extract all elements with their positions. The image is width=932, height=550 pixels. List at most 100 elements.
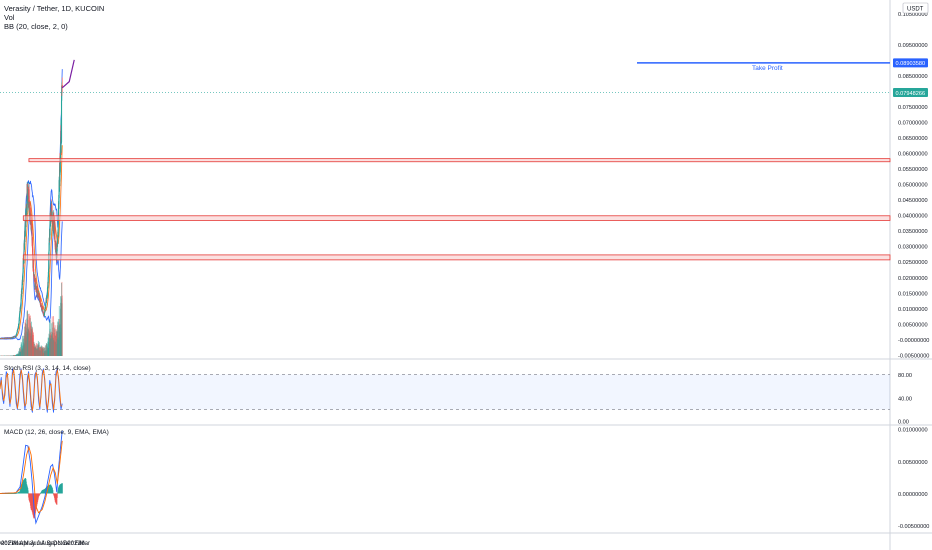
candle-body (42, 311, 44, 313)
candle-body (24, 218, 26, 237)
price-tick-label: 0.03000000 (898, 245, 928, 251)
time-tick-label: Jul (37, 541, 45, 547)
price-tick-label: 0.07000000 (898, 121, 928, 127)
price-tick-label: 0.06500000 (898, 136, 928, 142)
time-tick-label: Dec (63, 541, 74, 547)
candle-body (29, 202, 31, 212)
candle-body (15, 335, 17, 337)
candle-body (54, 222, 56, 237)
time-tick-label: May (24, 541, 35, 547)
projection-line (61, 59, 75, 89)
candle-body (9, 338, 11, 339)
candle-body (57, 208, 59, 220)
stoch-d-line (0, 369, 63, 412)
time-tick-label: Apr (19, 541, 28, 547)
price-panel[interactable]: Take Profit (0, 59, 891, 356)
candle-body (43, 312, 45, 316)
candle-body (39, 301, 41, 305)
candle-body (54, 236, 56, 241)
take-profit-price-badge (893, 58, 928, 68)
time-tick-label: Oct (53, 541, 63, 547)
macd-histogram-bar (56, 493, 58, 498)
time-tick-label: Jun (30, 541, 40, 547)
candle-body (22, 275, 24, 282)
time-tick-label: Aug (41, 541, 52, 547)
price-tick-label: -0.00000000 (898, 338, 929, 344)
candle-body (20, 306, 22, 309)
candle-body (32, 258, 34, 268)
price-tick-label: 0.00500000 (898, 322, 928, 328)
candle-body (42, 307, 44, 313)
candle-body (20, 305, 22, 307)
macd-legend: MACD (12, 26, close, 9, EMA, EMA) (4, 429, 109, 436)
last-price-badge (893, 88, 928, 98)
candle-body (45, 297, 47, 303)
candle-body (3, 338, 5, 340)
candle-body (5, 337, 7, 339)
time-tick-label: Feb (8, 541, 19, 547)
candle-body (33, 274, 35, 276)
time-tick-label: Mar (13, 541, 23, 547)
currency-badge (902, 2, 929, 14)
candle-body (10, 337, 12, 339)
candle-body (47, 277, 49, 284)
take-profit-annotation: Take Profit (752, 65, 783, 72)
macd-histogram-bar (52, 490, 54, 494)
candle-body (26, 207, 28, 215)
candle-body (60, 100, 63, 143)
candle-body (45, 301, 47, 305)
time-tick-label: Dec (0, 541, 7, 547)
candle-body (14, 336, 17, 338)
price-tick-label: 0.08500000 (898, 74, 928, 80)
symbol-title: Verasity / Tether, 1D, KUCOIN (4, 4, 104, 13)
candle-body (9, 338, 11, 340)
candle-body (48, 242, 50, 252)
price-tick-label: 0.10500000 (898, 12, 928, 18)
price-tick-label: 0.02000000 (898, 276, 928, 282)
candle-body (44, 311, 46, 313)
macd-tick-label: 0.00000000 (898, 492, 928, 498)
candle-body (45, 304, 47, 308)
candle-body (21, 288, 23, 295)
candle-body (31, 237, 33, 248)
stoch-band-fill (0, 374, 890, 410)
time-tick-label: Nov (58, 541, 69, 547)
sr-zone-2 (22, 215, 891, 221)
price-tick-label: 0.03500000 (898, 229, 928, 235)
candle-body (18, 323, 20, 325)
volume-bar (42, 347, 44, 356)
macd-histogram-bar (56, 493, 58, 505)
macd-tick-label: 0.01000000 (898, 428, 928, 434)
candle-body (47, 272, 49, 278)
candle-body (19, 313, 21, 316)
candle-body (17, 326, 19, 329)
volume-legend: Vol (4, 13, 15, 22)
sr-zone-3 (22, 254, 891, 261)
candle-body (12, 337, 14, 339)
macd-panel[interactable] (0, 430, 63, 525)
price-tick-label: 0.04000000 (898, 214, 928, 220)
candle-body (34, 276, 36, 280)
price-scale[interactable]: 0.10500000 0.09500000 0.08500000 0.07500000… (893, 2, 929, 530)
volume-bar (3, 355, 5, 356)
candle-body (46, 288, 49, 295)
candle-body (17, 328, 19, 331)
stoch-rsi-panel[interactable] (0, 368, 890, 413)
candle-body (61, 85, 63, 88)
candle-body (16, 333, 18, 335)
candle-body (30, 216, 32, 228)
time-scale[interactable]: Dec2021FebMarAprMayJunJulAugSepOctNovDec… (0, 541, 90, 547)
price-tick-label: 0.04500000 (898, 198, 928, 204)
candle-body (48, 252, 50, 269)
candle-body (21, 284, 23, 290)
candle-body (35, 285, 37, 291)
candle-body (60, 144, 62, 156)
macd-histogram-bar (61, 483, 63, 494)
time-tick-label: 2022 (67, 541, 81, 547)
candle-body (36, 286, 38, 292)
candle-body (32, 249, 34, 260)
sr-zone-1 (28, 158, 891, 163)
